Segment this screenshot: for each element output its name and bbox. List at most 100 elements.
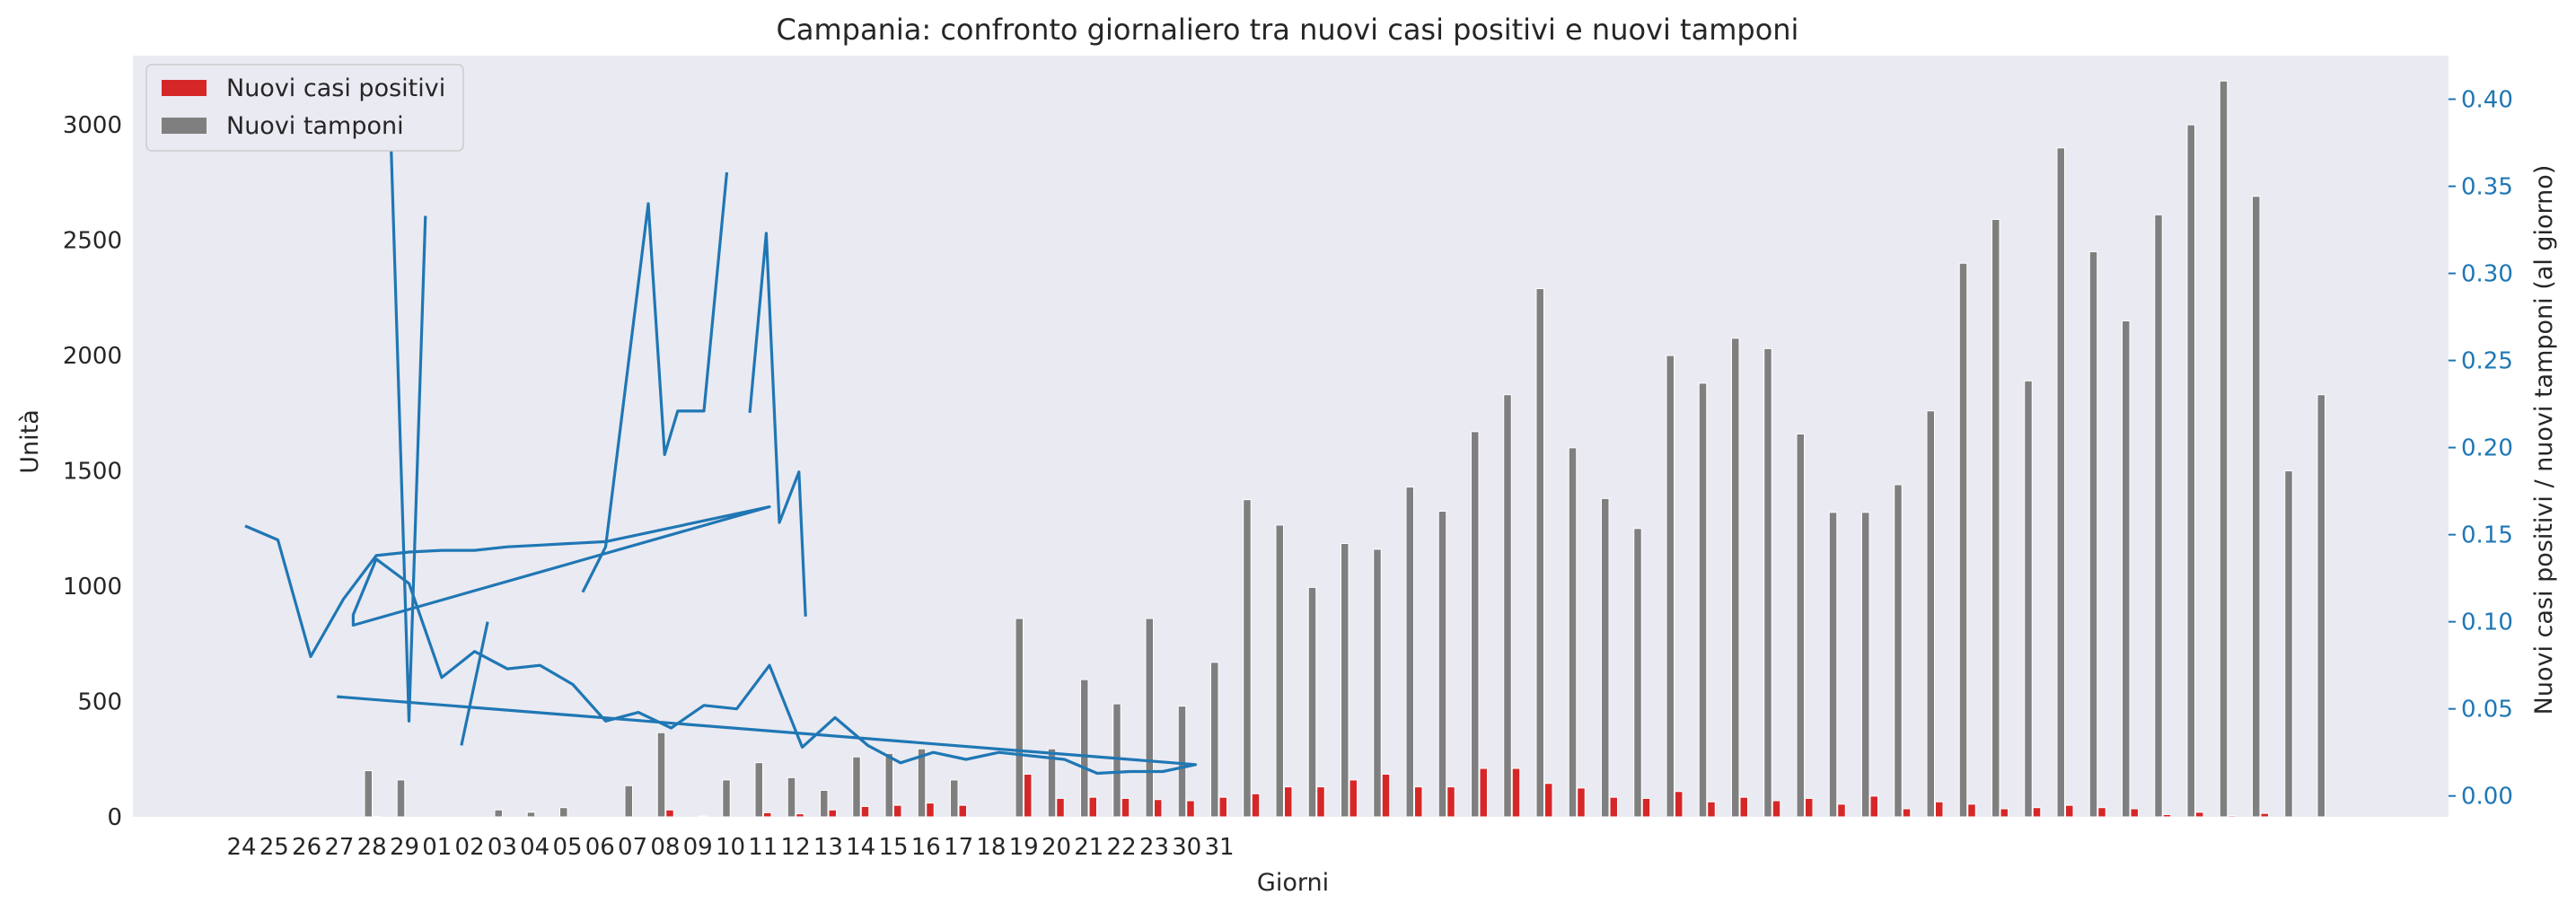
bar-swabs	[1731, 338, 1740, 818]
bar-swabs	[1437, 511, 1447, 818]
bar-positives	[1088, 796, 1097, 818]
x-tick-label: 29	[390, 834, 419, 861]
bar-swabs	[1112, 703, 1121, 818]
x-tick-label: 17	[944, 834, 973, 861]
x-tick-label: 11	[748, 834, 778, 861]
legend-label-positives: Nuovi casi positivi	[226, 75, 445, 102]
bar-positives	[1414, 786, 1423, 818]
bar-swabs	[2154, 214, 2163, 818]
bar-swabs	[1047, 748, 1057, 818]
bar-swabs	[494, 809, 503, 818]
y-axis-left-label: Unità	[16, 409, 44, 474]
bar-swabs	[1243, 499, 1252, 818]
bar-positives	[2228, 815, 2237, 818]
bar-positives	[1024, 773, 1033, 818]
bar-swabs	[754, 762, 763, 818]
bar-positives	[1675, 791, 1684, 818]
x-tick-label: 28	[357, 834, 387, 861]
y-right-tick-label: 0.25	[2461, 348, 2513, 375]
bar-positives	[1544, 783, 1553, 818]
bar-positives	[2195, 811, 2204, 818]
bar-swabs	[1145, 618, 1154, 818]
x-tick-label: 15	[878, 834, 908, 861]
legend-box	[145, 64, 464, 152]
bar-positives	[1707, 801, 1716, 818]
y-tick-label: 0	[107, 804, 122, 831]
bar-positives	[2065, 804, 2074, 818]
y-right-tick-label: 0.40	[2461, 87, 2513, 114]
bar-swabs	[950, 779, 959, 818]
bar-positives	[1251, 793, 1261, 818]
bar-positives	[1511, 767, 1521, 818]
x-tick-label: 16	[911, 834, 941, 861]
bar-positives	[2260, 812, 2269, 818]
bar-swabs	[1177, 706, 1187, 818]
x-tick-label: 22	[1107, 834, 1137, 861]
bar-swabs	[1503, 394, 1512, 818]
bar-swabs	[1015, 618, 1024, 818]
x-axis: 24 25 26 27 28 29 01 02 03 04 05 06 07 08 09 10 11 12 13 14…	[226, 834, 1234, 861]
x-tick-label: 03	[488, 834, 517, 861]
bar-swabs	[884, 752, 893, 818]
bar-swabs	[2317, 394, 2325, 818]
bar-positives	[1056, 797, 1065, 818]
bar-positives	[2130, 808, 2139, 818]
x-tick-label: 20	[1042, 834, 1071, 861]
bar-positives	[2097, 807, 2106, 818]
y-right-tick-label: 0.00	[2461, 784, 2513, 811]
y-tick-label: 1000	[63, 574, 122, 601]
x-tick-label: 04	[520, 834, 549, 861]
bar-swabs	[1958, 262, 1968, 818]
x-tick-label: 01	[422, 834, 452, 861]
y-right-tick-label: 0.15	[2461, 522, 2513, 549]
bar-swabs	[624, 785, 633, 818]
bar-swabs	[2122, 320, 2131, 818]
bar-swabs	[2186, 124, 2195, 818]
bar-swabs	[1210, 662, 1219, 818]
bar-positives	[1935, 801, 1944, 818]
bar-positives	[1218, 796, 1227, 818]
bar-swabs	[1341, 542, 1350, 818]
swab-bars	[364, 80, 2325, 818]
x-tick-label: 23	[1139, 834, 1169, 861]
x-tick-label: 18	[976, 834, 1006, 861]
bar-swabs	[1894, 484, 1903, 818]
x-tick-label: 27	[324, 834, 354, 861]
x-tick-label: 05	[552, 834, 582, 861]
y-tick-label: 2500	[63, 228, 122, 255]
bar-positives	[698, 815, 707, 818]
bar-positives	[926, 802, 935, 818]
bar-swabs	[1666, 355, 1675, 818]
y-axis-right: 0.00 0.05 0.10 0.15 0.20 0.25 0.30 0.35 0.40	[2449, 87, 2513, 811]
y-right-tick-label: 0.30	[2461, 261, 2513, 288]
bar-swabs	[917, 748, 927, 818]
x-tick-label: 14	[846, 834, 875, 861]
x-tick-label: 19	[1009, 834, 1039, 861]
bar-swabs	[722, 779, 731, 818]
bar-positives	[796, 813, 804, 818]
x-tick-label: 30	[1172, 834, 1201, 861]
bar-swabs	[787, 776, 796, 818]
bar-positives	[1739, 796, 1748, 818]
bar-positives	[665, 809, 674, 818]
legend-swatch-swabs	[162, 118, 207, 134]
legend-label-swabs: Nuovi tamponi	[226, 112, 404, 140]
x-tick-label: 21	[1074, 834, 1103, 861]
bar-swabs	[852, 756, 861, 818]
bar-swabs	[820, 789, 829, 818]
bar-swabs	[1471, 431, 1480, 818]
y-right-tick-label: 0.10	[2461, 609, 2513, 636]
bar-swabs	[1828, 512, 1838, 818]
bar-swabs	[1698, 382, 1708, 818]
bar-swabs	[2284, 470, 2293, 818]
bar-swabs	[1535, 288, 1544, 818]
bar-positives	[1284, 786, 1293, 818]
bar-positives	[1316, 786, 1325, 818]
bar-swabs	[2252, 196, 2261, 818]
bar-positives	[1772, 800, 1781, 818]
x-tick-label: 26	[292, 834, 321, 861]
y-right-tick-label: 0.35	[2461, 174, 2513, 201]
x-tick-label: 08	[650, 834, 680, 861]
bar-swabs	[1633, 528, 1642, 818]
